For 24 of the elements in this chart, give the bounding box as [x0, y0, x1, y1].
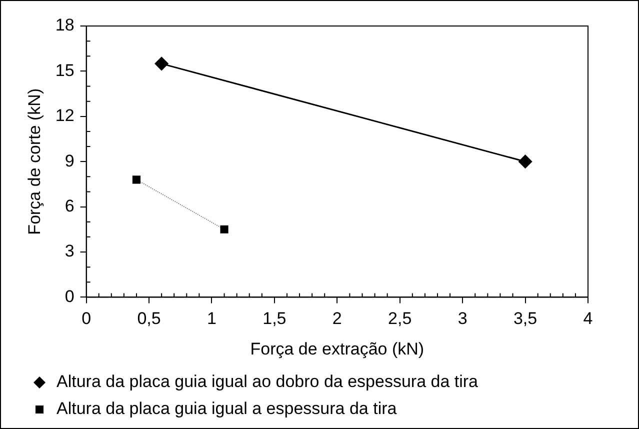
y-tick-label: 12	[55, 106, 74, 126]
legend-label: Altura da placa guia igual ao dobro da espessura da tira	[56, 372, 479, 392]
y-tick-label: 3	[64, 242, 74, 261]
x-tick-label: 4	[583, 309, 593, 328]
point	[518, 154, 532, 168]
y-tick-label: 15	[55, 60, 74, 80]
x-tick-label: 2,5	[388, 309, 412, 328]
x-tick-label: 0	[82, 309, 92, 328]
x-tick-label: 3,5	[513, 309, 538, 328]
y-tick-label: 18	[55, 16, 74, 35]
y-axis-title: Força de corte (kN)	[24, 88, 44, 235]
y-tick-label: 6	[64, 196, 74, 216]
point	[132, 176, 141, 184]
x-axis-title: Força de extração (kN)	[250, 339, 424, 358]
point	[154, 56, 168, 70]
point	[220, 225, 228, 234]
y-tick-label: 0	[64, 286, 74, 306]
x-tick-label: 3	[458, 309, 468, 328]
x-tick-label: 2	[332, 309, 342, 328]
x-tick-label: 1	[207, 309, 216, 328]
y-tick-label: 9	[64, 151, 74, 170]
x-tick-label: 0,5	[137, 309, 161, 328]
x-tick-label: 1,5	[262, 309, 286, 328]
legend-label: Altura da placa guia igual a espessura da tira	[56, 399, 398, 418]
